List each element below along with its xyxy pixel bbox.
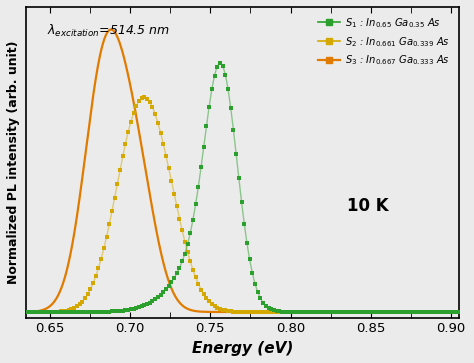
- Y-axis label: Normalized PL intensity (arb. unit): Normalized PL intensity (arb. unit): [7, 41, 20, 284]
- X-axis label: Energy (eV): Energy (eV): [191, 341, 293, 356]
- Legend: $S_1$ : $In_{0.65}$ $Ga_{0.35}$ $As$, $S_2$ : $In_{0.661}$ $Ga_{0.339}$ $As$, $S: $S_1$ : $In_{0.65}$ $Ga_{0.35}$ $As$, $S…: [314, 12, 454, 72]
- Text: 10 K: 10 K: [347, 197, 389, 215]
- Text: $\lambda_{excitation}$=514.5 nm: $\lambda_{excitation}$=514.5 nm: [47, 23, 170, 38]
